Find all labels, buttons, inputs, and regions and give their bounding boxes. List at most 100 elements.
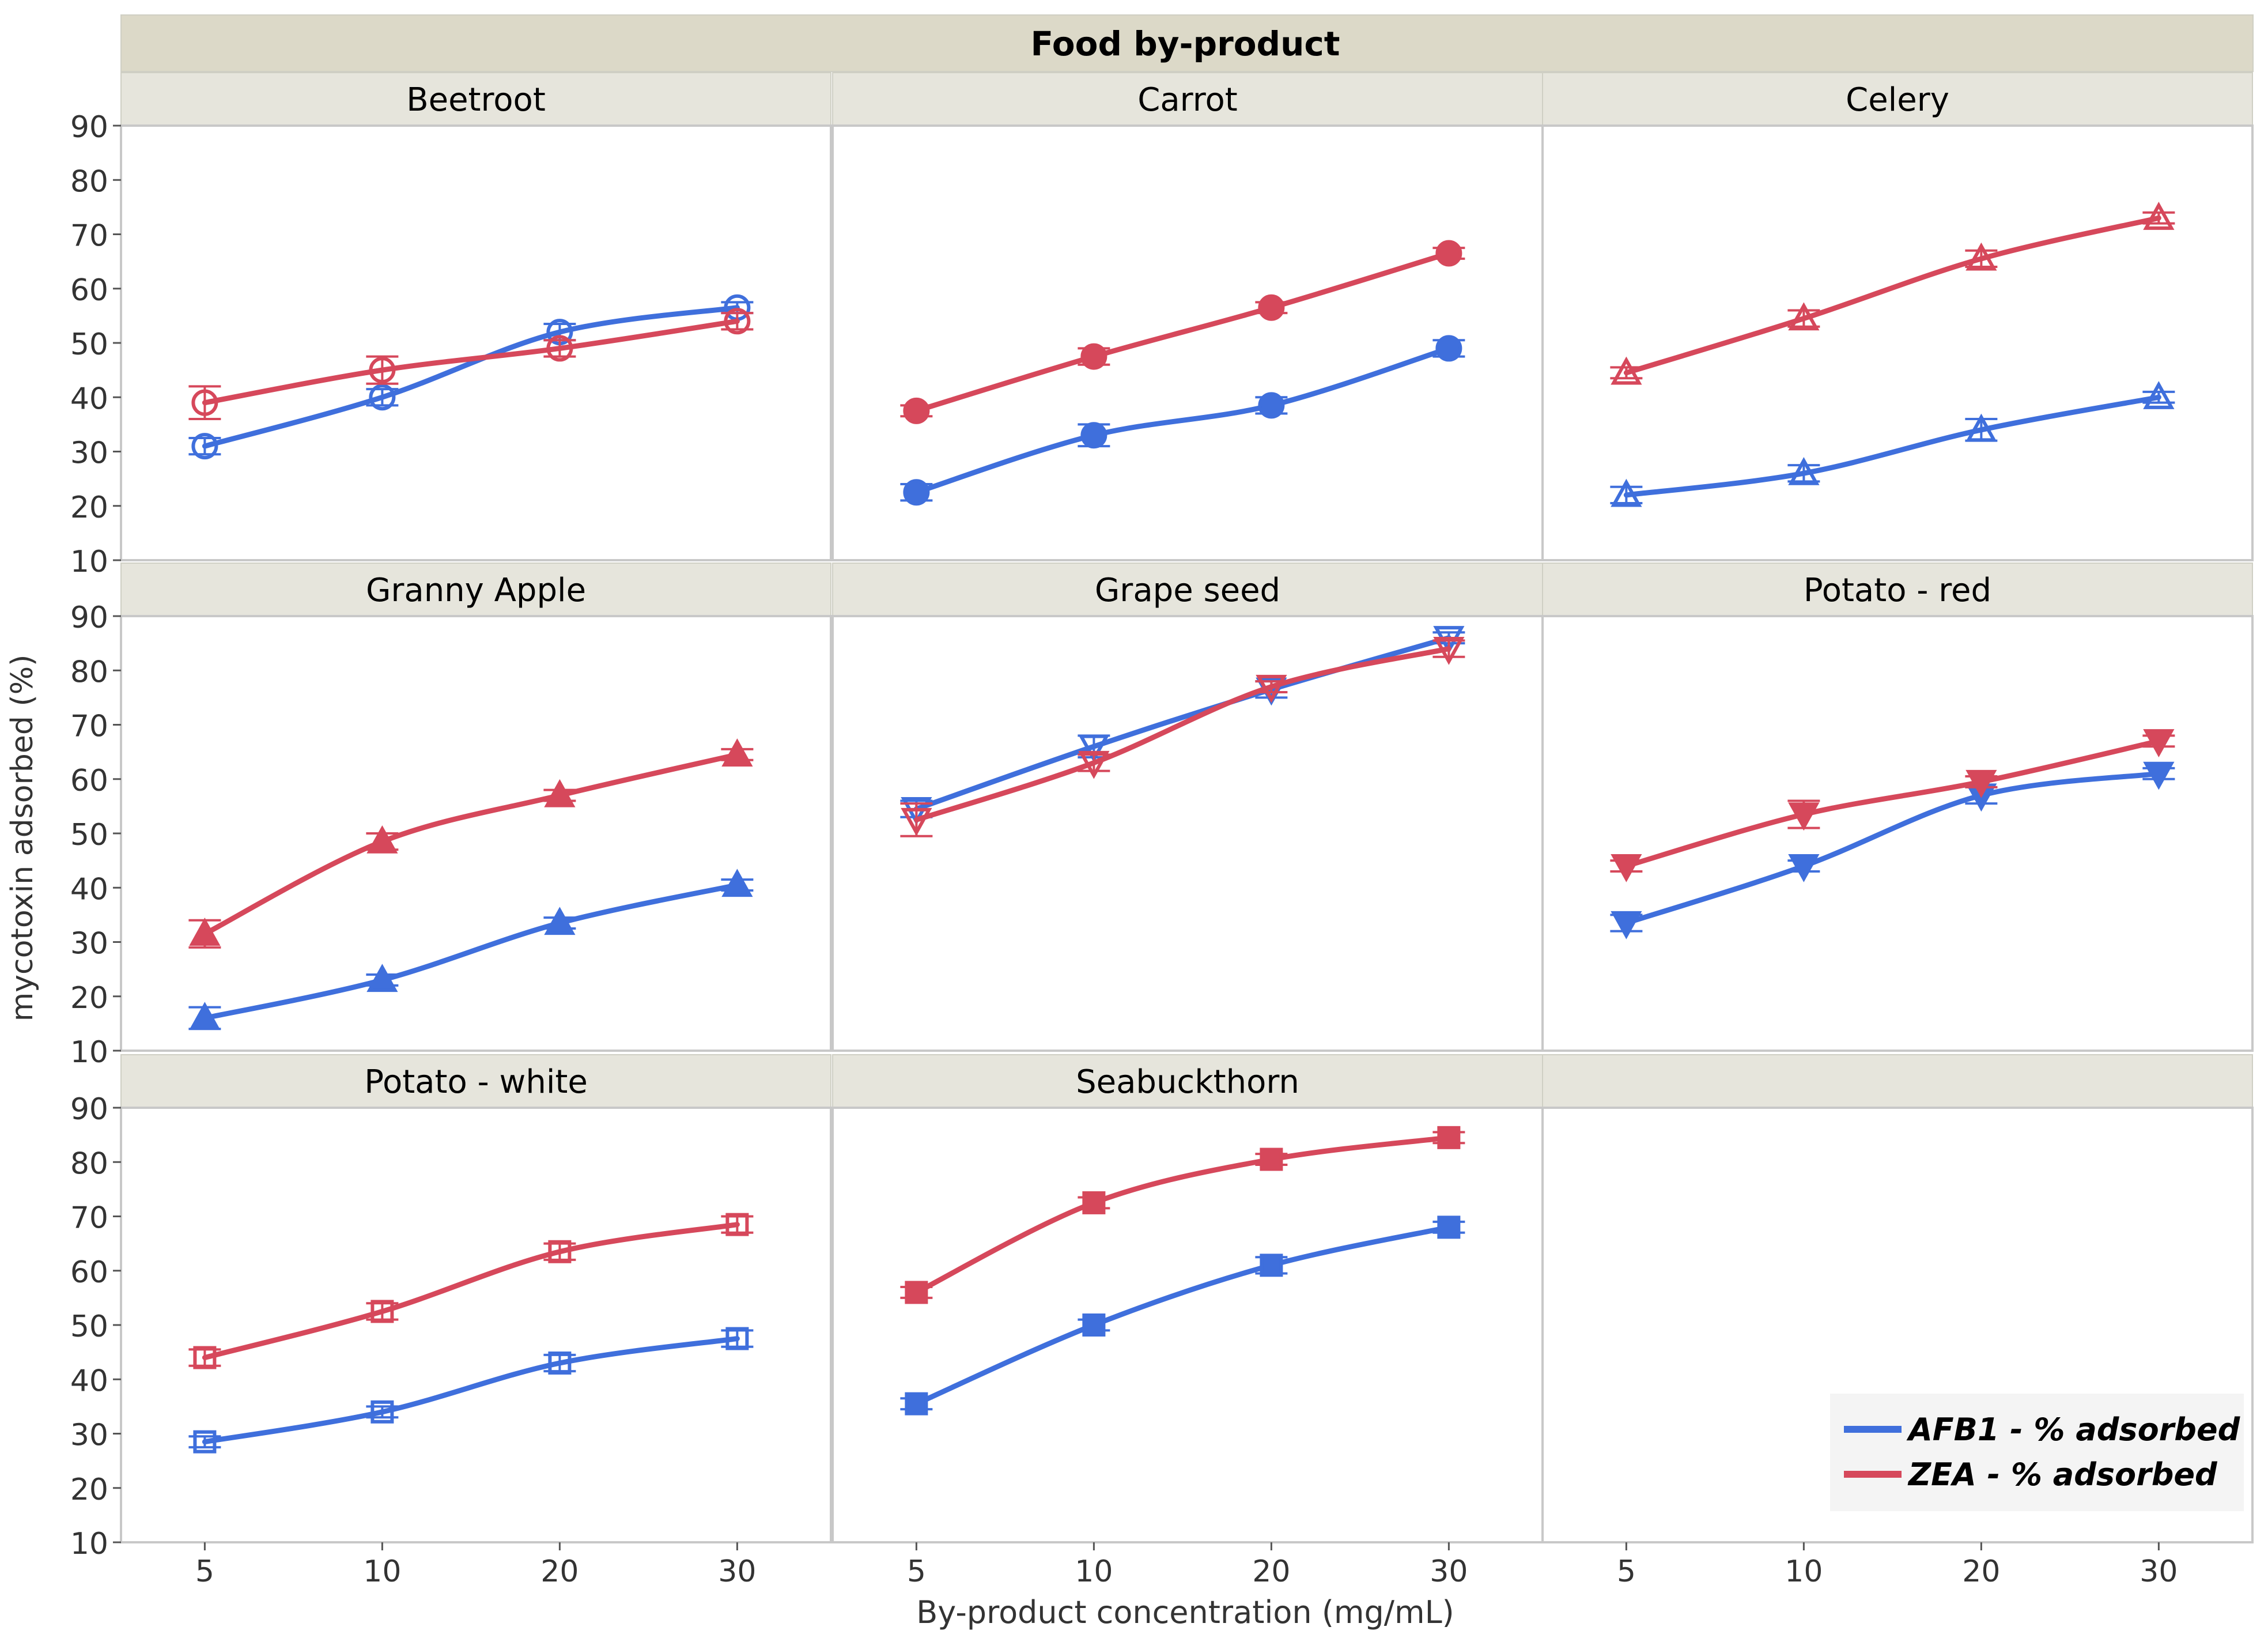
legend-label-zea: ZEA - % adsorbed <box>1907 1456 2218 1493</box>
panel-title-grape-seed: Grape seed <box>1095 572 1280 609</box>
y-tick-label: 70 <box>70 219 108 254</box>
y-axis-label: mycotoxin adsorbed (%) <box>5 655 40 1022</box>
data-point-zea <box>191 389 218 416</box>
series-line-afb1 <box>913 345 1451 495</box>
plot-area-carrot <box>831 124 1544 561</box>
data-point-zea <box>546 335 573 362</box>
x-tick-label: 20 <box>1962 1554 2000 1589</box>
panel-strip-potato-white <box>120 1054 831 1108</box>
data-point-zea <box>1965 769 1997 798</box>
series-line-zea <box>913 646 1451 822</box>
data-point-afb1 <box>1437 1216 1461 1239</box>
data-point-afb1 <box>1260 1254 1283 1277</box>
data-point-zea <box>1258 294 1285 321</box>
data-point-zea <box>1435 240 1462 267</box>
panel-strip-carrot <box>832 72 1543 126</box>
panel-seabuckthorn: Seabuckthorn 5 10 20 30 <box>831 1054 1544 1589</box>
plot-area-beetroot <box>120 124 832 561</box>
data-point-zea <box>1433 636 1465 665</box>
data-point-zea <box>189 918 221 946</box>
panel-strip-granny-apple <box>120 563 831 617</box>
data-point-afb1 <box>2143 381 2175 409</box>
y-tick-label: 30 <box>70 927 108 961</box>
y-tick-label: 40 <box>70 1364 108 1398</box>
y-tick-label: 60 <box>70 1255 108 1290</box>
series-line-afb1 <box>913 635 1451 812</box>
data-point-zea <box>905 1281 928 1304</box>
data-point-afb1 <box>2143 761 2175 790</box>
y-tick-label: 30 <box>70 436 108 471</box>
legend-label-afb1: AFB1 - % adsorbed <box>1906 1411 2241 1448</box>
data-point-zea <box>548 1240 572 1263</box>
x-tick-label: 5 <box>907 1554 926 1589</box>
panel-granny-apple: Granny Apple 10 20 30 40 50 60 70 80 90 <box>70 563 832 1070</box>
y-tick-label: 40 <box>70 382 108 416</box>
series-line-zea <box>1623 738 2161 869</box>
panel-title-granny-apple: Granny Apple <box>366 572 586 609</box>
panel-title-potato-white: Potato - white <box>364 1063 588 1101</box>
x-tick-label: 5 <box>195 1554 214 1589</box>
y-tick-label: 60 <box>70 273 108 308</box>
data-point-zea <box>1611 854 1642 882</box>
series-line-zea <box>1623 215 2161 376</box>
y-tick-label: 20 <box>70 981 108 1016</box>
x-tick-label: 10 <box>1075 1554 1113 1589</box>
y-tick-label: 20 <box>70 490 108 525</box>
y-tick-label: 90 <box>70 110 108 145</box>
panel-title-celery: Celery <box>1846 81 1949 119</box>
plot-area-grape-seed <box>831 615 1544 1052</box>
x-axis-label: By-product concentration (mg/mL) <box>916 1594 1454 1630</box>
y-tick-label: 40 <box>70 872 108 907</box>
y-tick-label: 50 <box>70 818 108 852</box>
legend-box <box>1830 1394 2244 1511</box>
data-point-afb1 <box>193 1430 217 1454</box>
data-point-afb1 <box>725 1327 749 1350</box>
y-tick-label: 80 <box>70 1146 108 1181</box>
y-tick-label: 50 <box>70 327 108 362</box>
y-tick-label: 90 <box>70 1092 108 1127</box>
panel-carrot: Carrot <box>831 72 1544 561</box>
series-line-afb1 <box>913 1224 1451 1407</box>
plot-area-potato-white <box>120 1107 832 1543</box>
y-tick-label: 30 <box>70 1418 108 1453</box>
data-point-zea <box>725 1213 749 1236</box>
panel-potato-red: Potato - red <box>1541 563 2254 1052</box>
data-point-afb1 <box>1080 422 1107 449</box>
axes: mycotoxin adsorbed (%) By-product concen… <box>5 655 1454 1630</box>
y-tick-label: 80 <box>70 164 108 199</box>
data-point-afb1 <box>1078 734 1110 763</box>
panel-title-seabuckthorn: Seabuckthorn <box>1076 1063 1299 1101</box>
panel-title-carrot: Carrot <box>1137 81 1237 119</box>
data-point-afb1 <box>544 907 576 935</box>
data-point-afb1 <box>1611 478 1642 507</box>
y-tick-label: 90 <box>70 601 108 635</box>
panel-grape-seed: Grape seed <box>831 563 1544 1052</box>
x-tick-label: 20 <box>540 1554 579 1589</box>
data-point-afb1 <box>903 479 930 506</box>
data-point-zea <box>371 1300 394 1323</box>
data-point-afb1 <box>548 1351 572 1375</box>
chart-header: Food by-product <box>120 14 2254 72</box>
data-point-afb1 <box>1258 392 1285 419</box>
y-tick-label: 70 <box>70 709 108 744</box>
data-point-afb1 <box>191 433 218 460</box>
plot-area-seabuckthorn <box>831 1107 1544 1543</box>
data-point-afb1 <box>189 1002 221 1031</box>
data-point-afb1 <box>721 869 753 897</box>
data-point-afb1 <box>1435 335 1462 362</box>
x-tick-label: 10 <box>363 1554 401 1589</box>
data-point-zea <box>193 1346 217 1369</box>
data-point-afb1 <box>369 384 396 411</box>
plot-area-granny-apple <box>120 615 832 1052</box>
y-tick-label: 20 <box>70 1473 108 1507</box>
legend: AFB1 - % adsorbed ZEA - % adsorbed <box>1830 1394 2244 1511</box>
data-point-zea <box>1965 242 1997 271</box>
chart-title: Food by-product <box>1031 24 1340 63</box>
data-point-afb1 <box>1788 854 1820 882</box>
data-point-zea <box>369 357 396 384</box>
data-point-afb1 <box>366 964 398 992</box>
series-line-afb1 <box>1623 771 2161 926</box>
series-line-afb1 <box>202 305 740 449</box>
data-point-zea <box>724 308 751 335</box>
